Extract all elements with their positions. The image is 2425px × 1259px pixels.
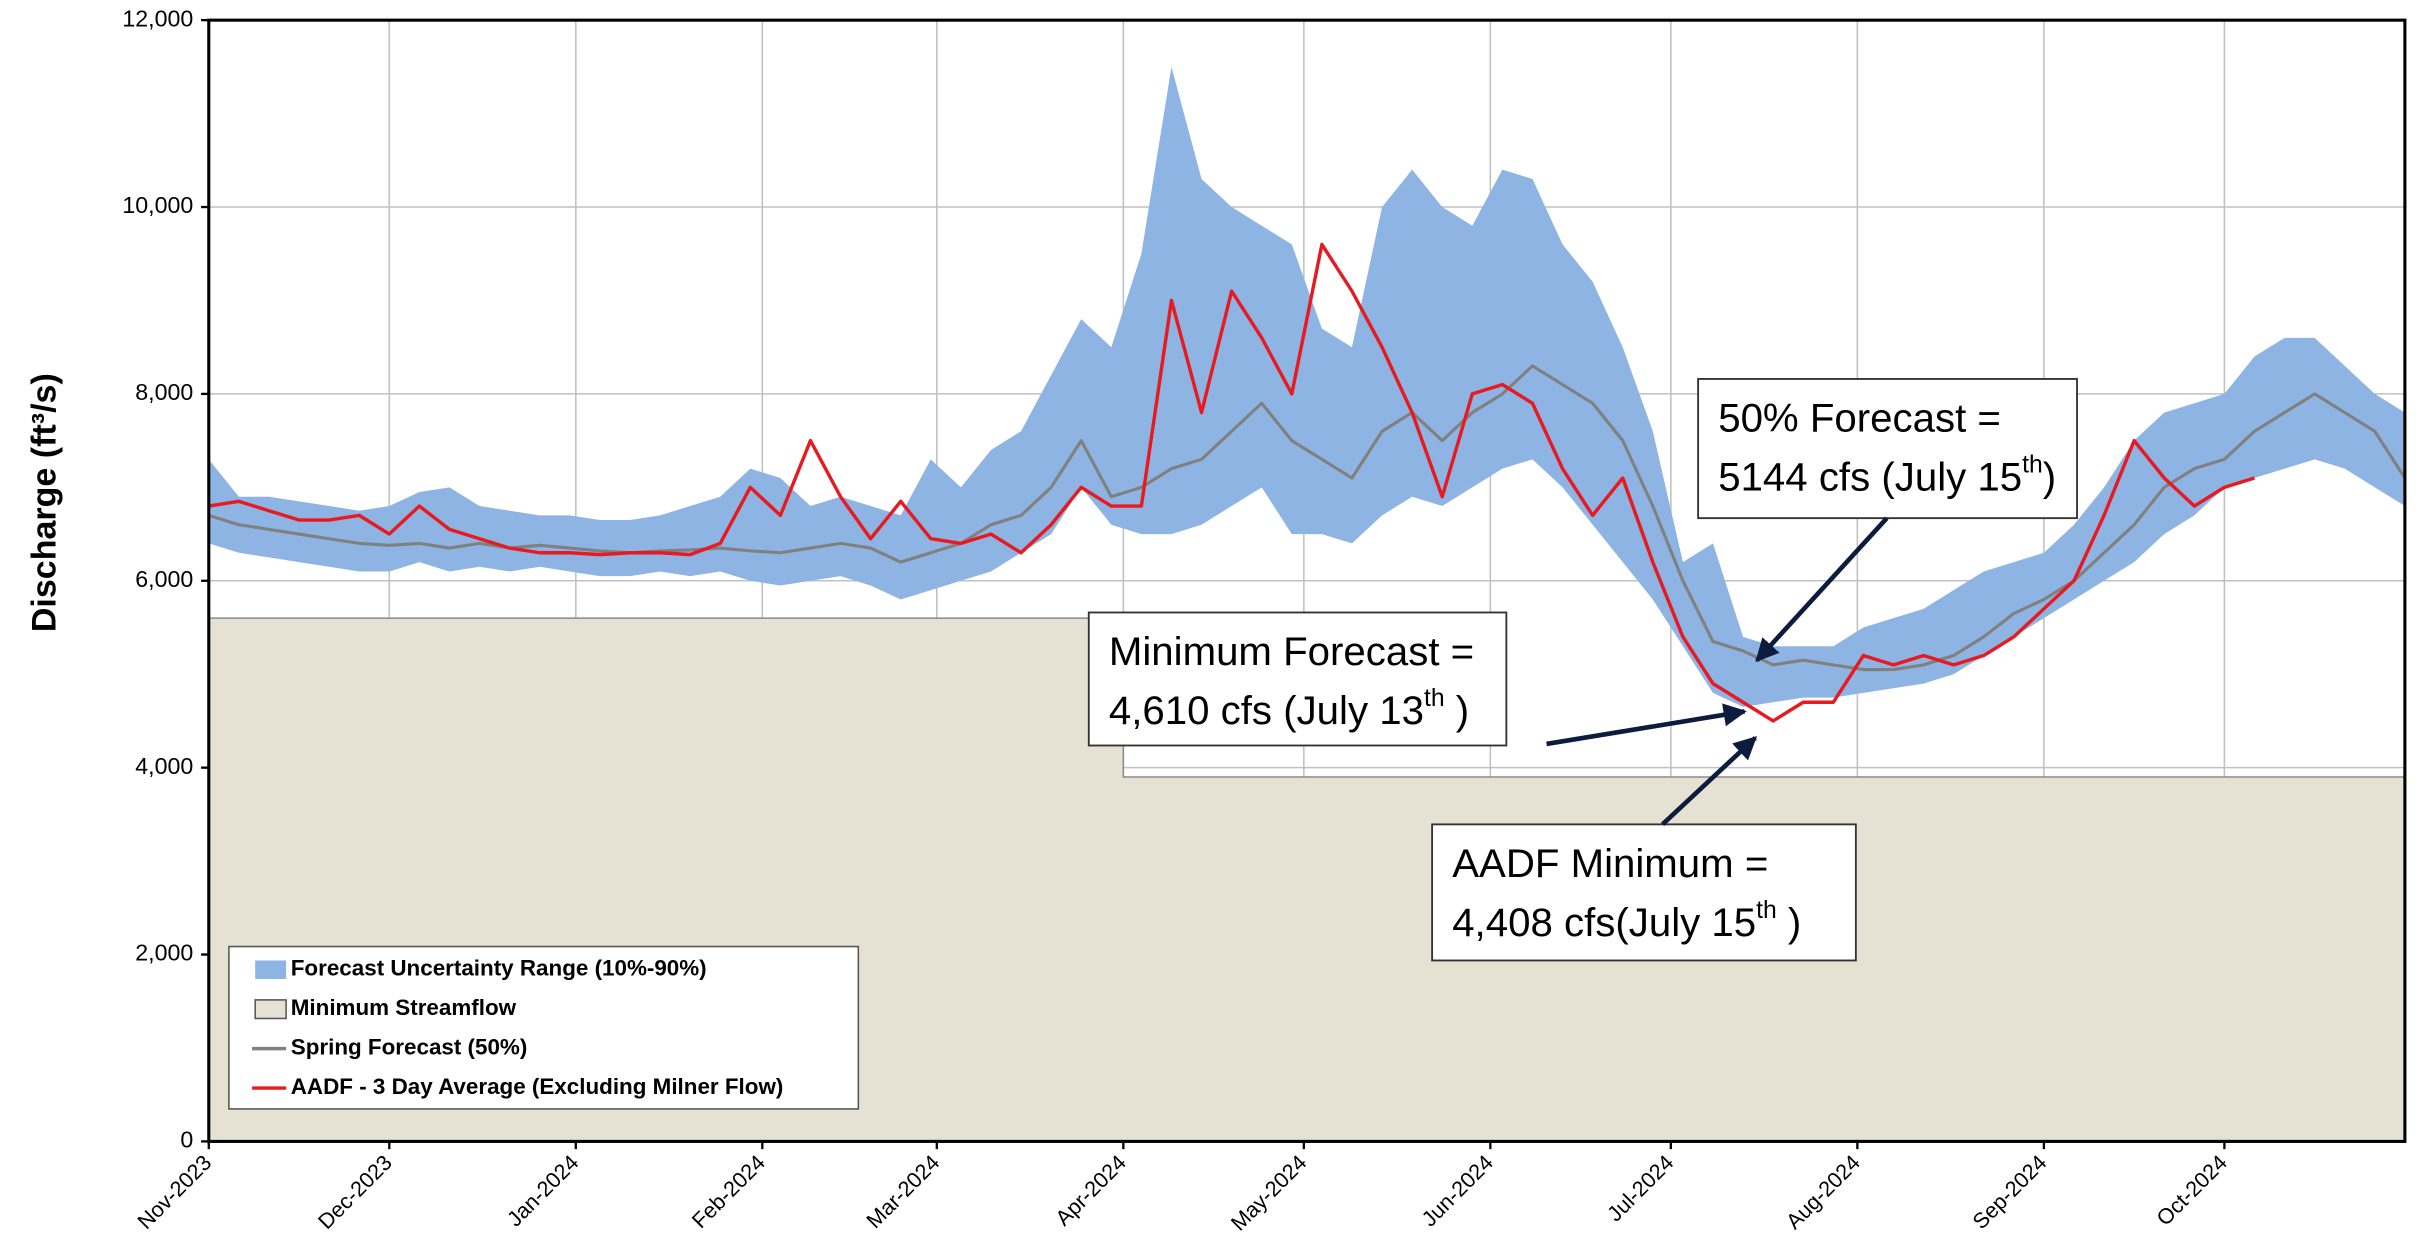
annotation-part: 5144 cfs (July 15 [1718,454,2022,499]
annotation-part: Minimum Forecast = [1109,629,1474,674]
y-tick-label: 8,000 [135,379,193,405]
x-tick-label: May-2024 [1226,1150,1312,1236]
annotation-text: AADF Minimum = [1452,841,1768,886]
annotation-part: 50% Forecast = [1718,395,2001,440]
annotation-text: 4,610 cfs (July 13th ) [1109,685,1469,733]
y-tick-label: 2,000 [135,940,193,966]
annotation-arrow [1546,703,1747,747]
legend-label: Spring Forecast (50%) [291,1035,528,1060]
x-tick-label: Apr-2024 [1050,1150,1131,1231]
legend-label: Minimum Streamflow [291,995,517,1020]
y-tick-label: 0 [180,1127,193,1153]
x-tick-label: Jun-2024 [1416,1150,1497,1231]
annotation-text: 50% Forecast = [1718,395,2001,440]
x-tick-label: Dec-2023 [313,1150,397,1234]
x-tick-label: Feb-2024 [687,1150,770,1233]
legend-swatch [255,960,287,980]
y-tick-label: 6,000 [135,566,193,592]
annotation-part: 4,408 cfs(July 15 [1452,900,1756,945]
x-tick-label: Jan-2024 [502,1150,583,1231]
y-tick-label: 4,000 [135,753,193,779]
y-axis-label: Discharge (ft³/s) [25,373,63,632]
series-line [208,364,2407,672]
x-tick-label: Aug-2024 [1781,1150,1865,1234]
legend-swatch [254,999,287,1020]
annotation-part: ) [1777,900,1802,945]
annotation-text: 4,408 cfs(July 15th ) [1452,897,1801,945]
uncertainty-band [208,66,2405,707]
annotation-arrow [1660,736,1758,827]
x-tick-label: Oct-2024 [2151,1150,2232,1231]
legend-label: AADF - 3 Day Average (Excluding Milner F… [291,1074,784,1099]
plot-frame [207,18,2407,1143]
y-tick-label: 12,000 [122,5,193,31]
legend-label: Forecast Uncertainty Range (10%-90%) [291,956,707,981]
annotation-box [1431,823,1857,962]
annotation-text: Minimum Forecast = [1109,629,1474,674]
x-tick-label: Sep-2024 [1967,1150,2051,1234]
annotation-part: th [1424,685,1445,712]
annotation-box [1087,611,1508,747]
legend-box [228,945,860,1110]
annotation-part: th [1756,897,1777,924]
series-line [208,242,2255,723]
annotation-part: th [2022,452,2043,479]
x-tick-label: Mar-2024 [861,1150,944,1233]
x-tick-label: Nov-2023 [132,1150,216,1234]
annotation-part: ) [2043,454,2056,499]
y-tick-label: 10,000 [122,192,193,218]
x-tick-label: Jul-2024 [1602,1150,1678,1226]
annotation-arrow [1755,516,1889,663]
annotation-part: ) [1445,688,1470,733]
annotation-part: 4,610 cfs (July 13 [1109,688,1424,733]
annotation-box [1697,378,2078,520]
annotation-part: AADF Minimum = [1452,841,1768,886]
annotation-text: 5144 cfs (July 15th) [1718,452,2056,500]
